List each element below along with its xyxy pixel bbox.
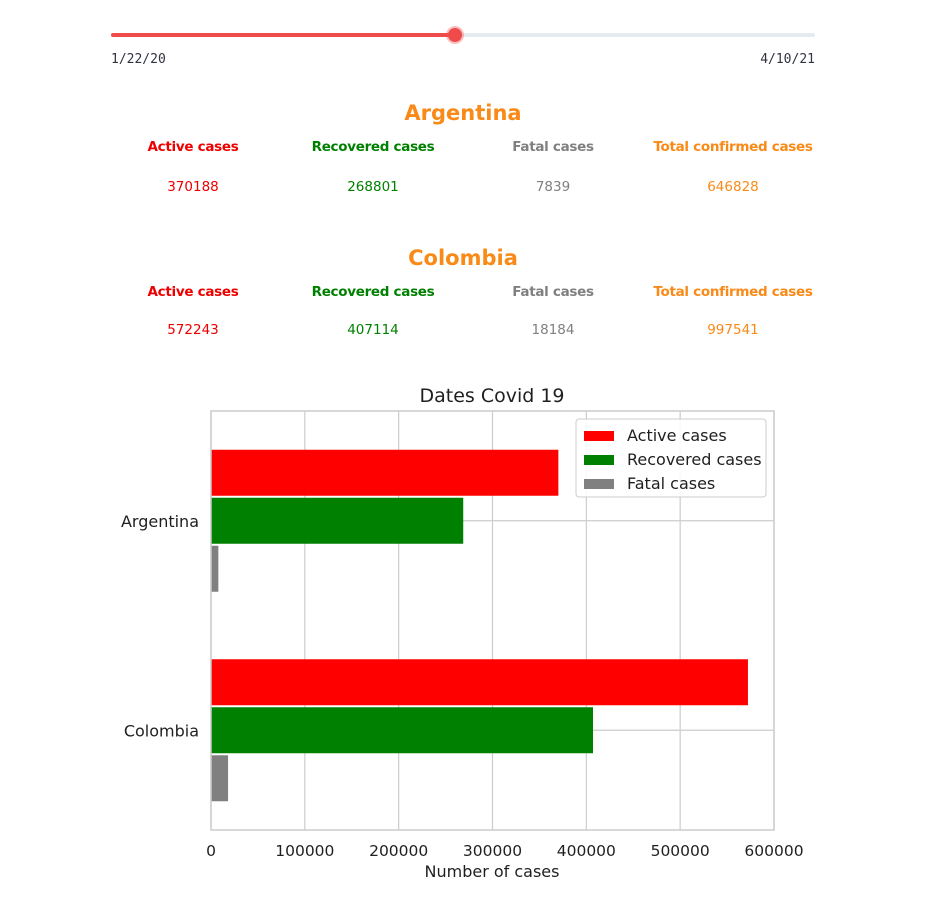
total-cases-stat: Total confirmed cases 646828 <box>643 139 823 195</box>
x-tick-label: 100000 <box>275 842 334 860</box>
slider-max-label: 4/10/21 <box>760 52 815 67</box>
plot-frame <box>210 410 775 831</box>
stat-label: Fatal cases <box>512 139 594 155</box>
x-tick-label: 400000 <box>557 842 616 860</box>
stat-label: Total confirmed cases <box>653 139 813 155</box>
bar-recovered-cases-argentina <box>211 497 464 544</box>
stat-label: Total confirmed cases <box>653 284 813 300</box>
tick-layer: 0 100000 200000 300000 400000 500000 600000 Arg… <box>121 512 804 860</box>
covid-bar-chart: 0 100000 200000 300000 400000 500000 600000 Arg… <box>121 385 804 881</box>
chart-legend: Active cases Recovered cases Fatal cases <box>575 418 767 498</box>
slider-track[interactable] <box>111 33 815 37</box>
country-title: Colombia <box>408 246 518 270</box>
active-cases-stat: Active cases 370188 <box>103 139 283 195</box>
bar-fatal-cases-argentina <box>211 545 219 592</box>
stat-value: 7839 <box>535 179 571 195</box>
bar-active-cases-argentina <box>211 449 559 496</box>
legend-swatch <box>584 455 614 465</box>
country-title: Argentina <box>404 101 522 125</box>
legend-swatch <box>584 479 614 489</box>
stat-value: 572243 <box>167 322 219 338</box>
x-tick-label: 0 <box>206 842 216 860</box>
recovered-cases-stat: Recovered cases 268801 <box>283 139 463 195</box>
bar-fatal-cases-colombia <box>211 755 229 802</box>
stats-row: Active cases 572243 Recovered cases 4071… <box>103 284 823 338</box>
stats-row: Active cases 370188 Recovered cases 2688… <box>103 139 823 195</box>
slider-fill <box>111 33 455 37</box>
stat-value: 268801 <box>347 179 399 195</box>
legend-box <box>575 418 767 498</box>
x-tick-label: 600000 <box>744 842 803 860</box>
stat-label: Recovered cases <box>311 284 435 300</box>
slider-min-label: 1/22/20 <box>111 52 166 67</box>
country-summary-argentina: Argentina Active cases 370188 Recovered … <box>103 101 823 195</box>
legend-label: Active cases <box>627 426 727 445</box>
fatal-cases-stat: Fatal cases 18184 <box>463 284 643 338</box>
stat-value: 18184 <box>531 322 575 338</box>
chart-title: Dates Covid 19 <box>419 385 564 407</box>
stat-label: Fatal cases <box>512 284 594 300</box>
bar-layer <box>211 449 748 802</box>
recovered-cases-stat: Recovered cases 407114 <box>283 284 463 338</box>
legend-label: Recovered cases <box>627 450 762 469</box>
bar-active-cases-colombia <box>211 659 748 706</box>
stat-label: Recovered cases <box>311 139 435 155</box>
x-axis-label: Number of cases <box>425 862 560 881</box>
active-cases-stat: Active cases 572243 <box>103 284 283 338</box>
country-summary-colombia: Colombia Active cases 572243 Recovered c… <box>103 246 823 338</box>
stat-value: 407114 <box>347 322 399 338</box>
x-tick-label: 500000 <box>651 842 710 860</box>
stat-label: Active cases <box>147 284 239 300</box>
fatal-cases-stat: Fatal cases 7839 <box>463 139 643 195</box>
stat-value: 997541 <box>707 322 759 338</box>
x-tick-label: 300000 <box>463 842 522 860</box>
y-tick-label: Argentina <box>121 512 199 531</box>
date-slider[interactable]: 1/22/20 4/10/21 <box>111 28 815 68</box>
x-tick-label: 200000 <box>369 842 428 860</box>
bar-recovered-cases-colombia <box>211 707 594 754</box>
legend-label: Fatal cases <box>627 474 715 493</box>
stat-label: Active cases <box>147 139 239 155</box>
stat-value: 370188 <box>167 179 219 195</box>
slider-thumb[interactable] <box>447 28 462 42</box>
legend-swatch <box>584 431 614 441</box>
total-cases-stat: Total confirmed cases 997541 <box>643 284 823 338</box>
stat-value: 646828 <box>707 179 759 195</box>
y-tick-label: Colombia <box>124 721 199 740</box>
